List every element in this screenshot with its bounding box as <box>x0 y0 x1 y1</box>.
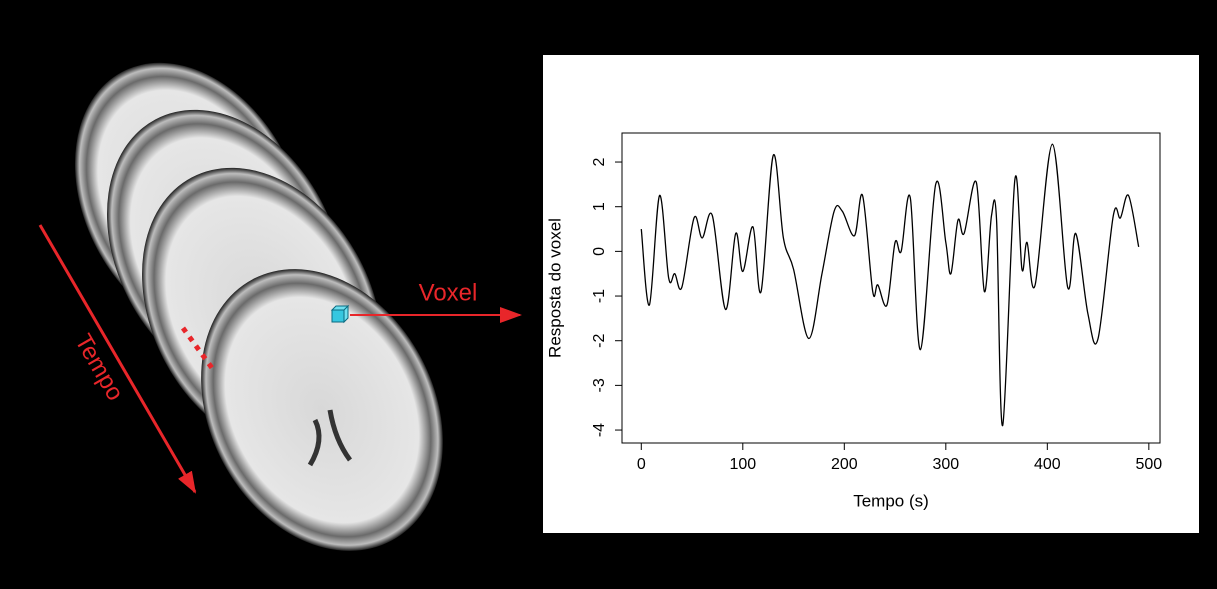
y-tick-label: -2 <box>591 333 608 347</box>
x-tick-label: 200 <box>831 456 858 473</box>
x-tick-label: 400 <box>1034 456 1061 473</box>
y-tick-label: 1 <box>591 202 608 211</box>
voxel-cube <box>330 304 350 324</box>
dotted-line <box>180 326 215 370</box>
time-arrow <box>38 224 197 494</box>
voxel-label: Voxel <box>419 279 478 306</box>
brain-ventricle <box>307 409 353 467</box>
x-tick-label: 300 <box>932 456 959 473</box>
plot-panel <box>543 55 1199 533</box>
x-axis-label: Tempo (s) <box>853 491 929 510</box>
y-axis-label: Resposta do voxel <box>545 218 564 358</box>
y-tick-label: -1 <box>591 289 608 303</box>
series-line <box>640 143 1140 427</box>
x-tick-label: 0 <box>637 456 646 473</box>
brain-slices <box>74 62 443 551</box>
y-tick-label: -3 <box>591 378 608 392</box>
y-tick-label: 2 <box>591 157 608 166</box>
plot: 0 100 200 300 400 500 -4 -3 -2 -1 0 1 2 <box>591 143 1162 473</box>
y-tick-label: -4 <box>591 423 608 437</box>
x-tick-label: 100 <box>729 456 756 473</box>
x-tick-label: 500 <box>1135 456 1162 473</box>
brain-slice <box>201 269 443 551</box>
y-tick-label: 0 <box>591 247 608 256</box>
